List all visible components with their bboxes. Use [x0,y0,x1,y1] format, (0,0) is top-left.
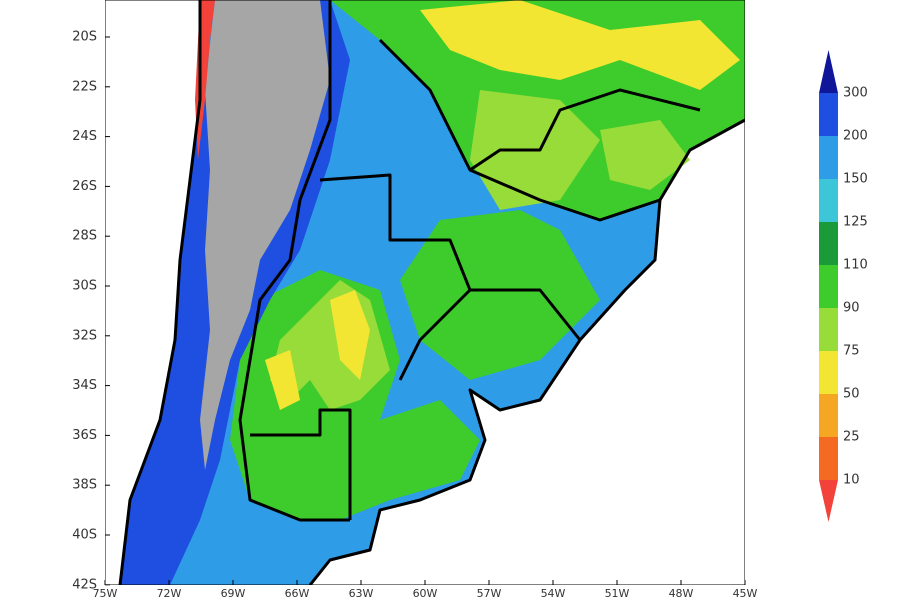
colorbar-label: 90 [843,301,860,316]
lon-label: 54W [541,587,566,600]
lon-label: 51W [605,587,630,600]
colorbar-cap [819,50,838,93]
lat-label: 26S [72,179,97,194]
lon-label: 57W [477,587,502,600]
lat-label: 38S [72,478,97,493]
lon-label: 66W [285,587,310,600]
colorbar-segment [819,265,838,308]
lat-label: 28S [72,229,97,244]
lon-label: 48W [669,587,694,600]
colorbar-label: 150 [843,172,868,187]
lat-label: 20S [72,30,97,45]
lat-label: 32S [72,328,97,343]
lon-label: 45W [733,587,758,600]
lat-label: 22S [72,79,97,94]
lat-label: 34S [72,378,97,393]
map-field [105,0,745,585]
colorbar-segment [819,394,838,437]
lon-label: 69W [221,587,246,600]
colorbar-label: 110 [843,258,868,273]
lon-label: 60W [413,587,438,600]
colorbar-segment [819,136,838,179]
colorbar-label: 300 [843,86,868,101]
colorbar-label: 75 [843,344,860,359]
lat-label: 36S [72,428,97,443]
colorbar-segment [819,179,838,222]
lon-label: 72W [157,587,182,600]
lat-label: 24S [72,129,97,144]
lat-label: 42S [72,577,97,592]
lat-label: 30S [72,279,97,294]
colorbar-label: 50 [843,387,860,402]
colorbar-label: 125 [843,215,868,230]
colorbar-segment [819,351,838,394]
colorbar-segment [819,437,838,480]
colorbar-cap [819,480,838,522]
colorbar-label: 25 [843,430,860,445]
colorbar: 300 200 150 125 110 90 75 50 25 10 [819,50,868,522]
colorbar-label: 200 [843,129,868,144]
lon-label: 63W [349,587,374,600]
lat-label: 40S [72,528,97,543]
colorbar-segment [819,93,838,136]
lon-label: 75W [93,587,118,600]
colorbar-segment [819,222,838,265]
colorbar-label: 10 [843,473,860,488]
colorbar-segment [819,308,838,351]
